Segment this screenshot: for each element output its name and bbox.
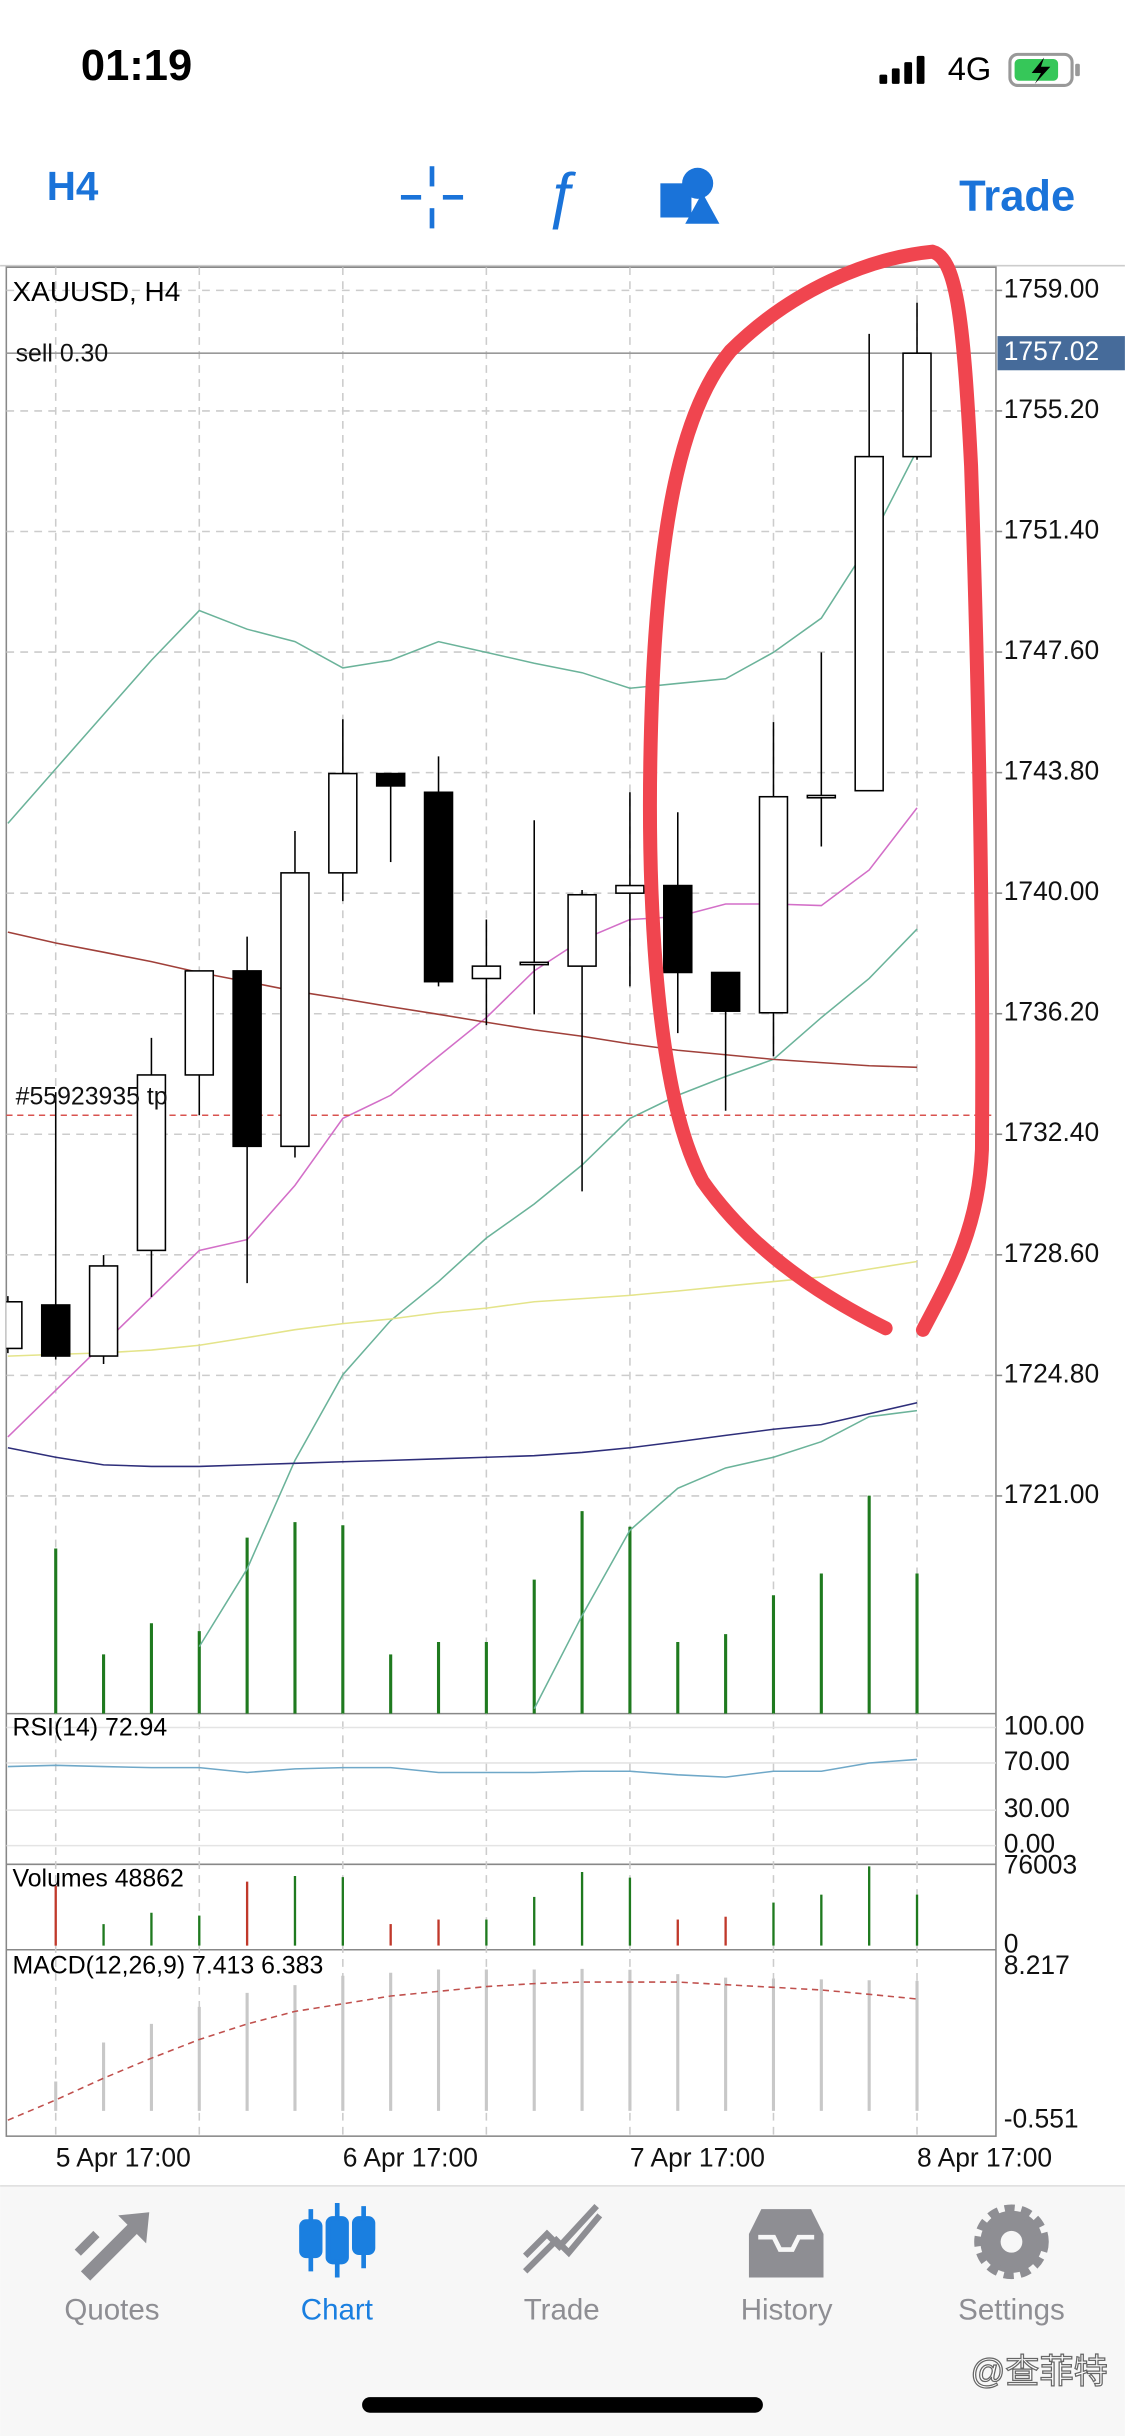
rsi-tick-label: 70.00 <box>1004 1746 1070 1776</box>
volumes-label: Volumes 48862 <box>13 1865 184 1892</box>
y-tick-label: 1743.80 <box>1004 756 1099 786</box>
y-tick-label: 1747.60 <box>1004 635 1099 665</box>
objects-button[interactable] <box>660 167 720 224</box>
quotes-icon <box>74 2212 150 2281</box>
candle-body <box>710 971 741 1012</box>
indicator-line <box>7 931 918 1069</box>
y-tick-label: 1721.00 <box>1004 1479 1099 1509</box>
rsi-line <box>7 1758 918 1778</box>
candle-body <box>519 961 549 966</box>
candle-body <box>567 893 597 967</box>
candle-body <box>423 791 454 983</box>
candle-body <box>328 772 358 874</box>
macd-signal-line <box>7 1981 918 2121</box>
home-indicator <box>362 2397 763 2413</box>
candle-body <box>615 884 645 894</box>
tab-label[interactable]: Settings <box>958 2294 1065 2327</box>
candle-body <box>663 884 693 974</box>
y-tick-label: 1732.40 <box>1004 1117 1099 1147</box>
tab-label[interactable]: Quotes <box>64 2294 159 2327</box>
current-price-label: 1757.02 <box>1004 336 1099 366</box>
macd-tick-label: 8.217 <box>1004 1950 1070 1980</box>
candle-body <box>40 1304 71 1357</box>
candle-body <box>232 970 262 1148</box>
indicator-line <box>7 449 918 824</box>
tp-label: #55923935 tp <box>16 1084 168 1111</box>
tab-bar <box>0 2185 1125 2436</box>
trade-tab-icon <box>523 2203 603 2274</box>
signal-icon <box>879 55 925 84</box>
candle-body <box>806 794 837 799</box>
candle-body <box>758 795 789 1014</box>
x-tick-label: 8 Apr 17:00 <box>917 2142 1052 2172</box>
network-label: 4G <box>948 50 992 87</box>
volume-tick-label: 0 <box>1004 1929 1019 1959</box>
chart-layer: 5 Apr 17:00 6 Apr 17:00 7 Apr 17:00 8 Apr 1… <box>6 267 1125 2172</box>
watermark: @查菲特 <box>971 2353 1108 2391</box>
indicator-line <box>533 1409 918 1710</box>
indicator-line <box>7 1401 918 1468</box>
crosshair-button[interactable] <box>400 166 464 229</box>
tab-label[interactable]: Trade <box>524 2294 600 2327</box>
candle-body <box>375 772 406 787</box>
y-tick-label: 1759.00 <box>1004 273 1099 303</box>
candle-body <box>184 970 215 1076</box>
y-tick-label: 1740.00 <box>1004 876 1099 906</box>
trade-button[interactable]: Trade <box>959 172 1075 220</box>
chart-frame <box>0 264 1125 2137</box>
hand-drawn-circle <box>643 244 990 1337</box>
candle-body <box>6 1301 23 1350</box>
rsi-tick-label: 100.00 <box>1004 1710 1085 1740</box>
candle-body <box>280 872 310 1148</box>
y-tick-label: 1736.20 <box>1004 997 1099 1027</box>
macd-tick-label: -0.551 <box>1004 2104 1079 2134</box>
settings-icon <box>974 2204 1049 2280</box>
y-tick-label: 1755.20 <box>1004 394 1099 424</box>
order-label: sell 0.30 <box>16 340 109 367</box>
chart-icon <box>299 2202 376 2278</box>
history-icon <box>748 2209 824 2278</box>
status-time: 01:19 <box>81 42 192 90</box>
battery-icon <box>1008 52 1080 87</box>
macd-label: MACD(12,26,9) 7.413 6.383 <box>13 1952 324 1979</box>
candle-body <box>902 352 932 458</box>
x-tick-label: 5 Apr 17:00 <box>56 2142 191 2172</box>
y-tick-label: 1724.80 <box>1004 1358 1099 1388</box>
timeframe-button[interactable]: H4 <box>47 163 99 209</box>
x-tick-label: 7 Apr 17:00 <box>630 2142 765 2172</box>
candle-body <box>471 965 502 980</box>
current-price-tag <box>997 336 1125 371</box>
chart-title: XAUUSD, H4 <box>13 276 181 307</box>
candle-body <box>854 455 884 792</box>
tab-label[interactable]: Chart <box>301 2294 373 2327</box>
x-tick-label: 6 Apr 17:00 <box>343 2142 478 2172</box>
indicator-line <box>198 928 918 1648</box>
rsi-tick-label: 30.00 <box>1004 1793 1070 1823</box>
tab-labels: Quotes Chart Trade History Settings <box>64 2294 1064 2327</box>
plot-area <box>6 267 996 2137</box>
rsi-tick-label: 0.00 <box>1004 1829 1055 1859</box>
indicators-button[interactable]: ƒ <box>544 160 579 229</box>
volume-tick-label: 76003 <box>1004 1849 1077 1879</box>
y-tick-label: 1751.40 <box>1004 514 1099 544</box>
y-tick-label: 1728.60 <box>1004 1238 1099 1268</box>
candle-body <box>88 1265 119 1357</box>
indicator-line <box>7 1260 918 1357</box>
tab-label[interactable]: History <box>741 2294 833 2327</box>
rsi-label: RSI(14) 72.94 <box>13 1715 168 1742</box>
candle-body <box>136 1074 167 1252</box>
